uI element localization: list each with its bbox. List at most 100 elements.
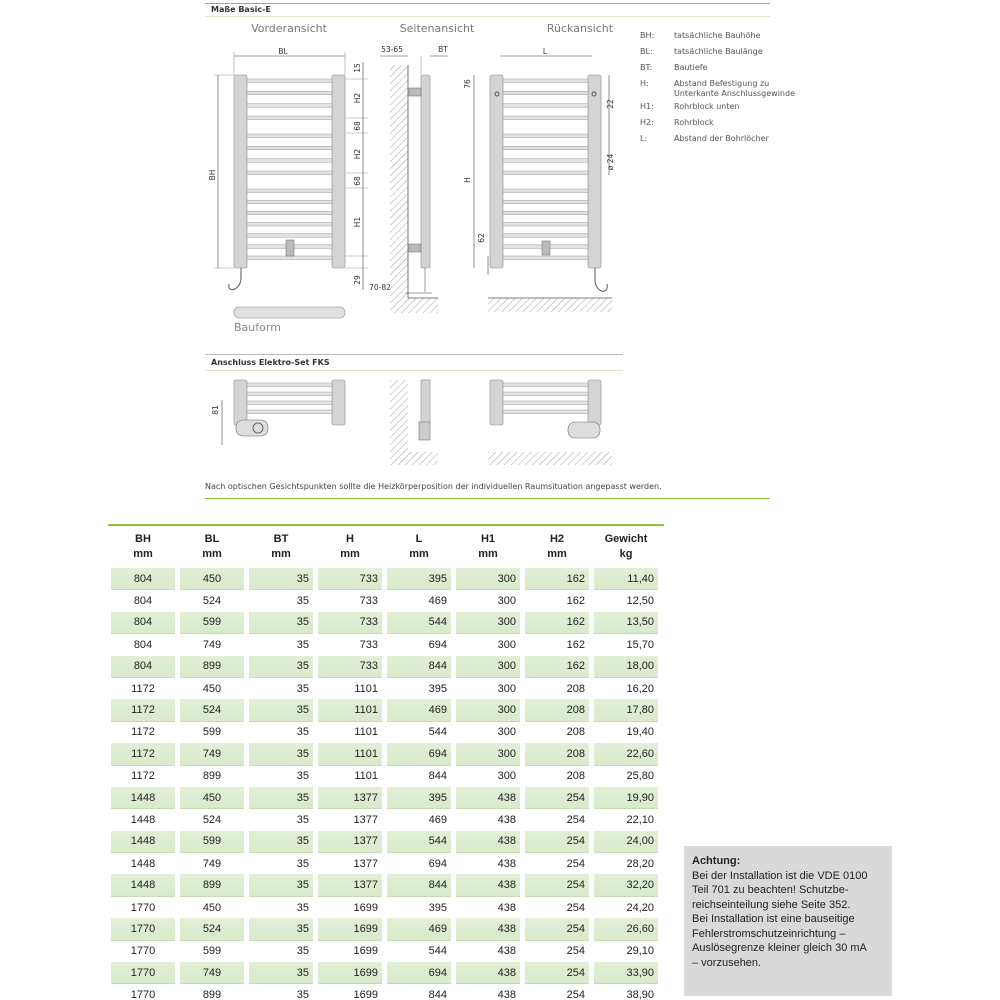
table-cell: 544 bbox=[387, 830, 451, 854]
table-cell: 300 bbox=[497, 638, 516, 651]
wall-hatch bbox=[390, 65, 408, 313]
table-cell: 254 bbox=[525, 962, 589, 985]
table-cell: 1377 bbox=[353, 813, 378, 826]
table-cell: 35 bbox=[249, 830, 313, 854]
table-cell: 694 bbox=[387, 743, 451, 766]
table-cell: 438 bbox=[456, 786, 520, 810]
table-cell: 694 bbox=[428, 857, 447, 870]
radiator-bar bbox=[502, 158, 589, 163]
table-cell: 162 bbox=[525, 568, 589, 591]
table-row: 1448 450 35 1377 395 438 254 19,90 bbox=[111, 786, 658, 810]
radiator-bar bbox=[246, 409, 333, 414]
dim-bt: BT bbox=[438, 45, 448, 54]
table-cell: 1101 bbox=[318, 743, 382, 766]
table-cell: 24,20 bbox=[626, 901, 654, 914]
legend-key: BL: bbox=[640, 47, 653, 56]
table-cell: 13,50 bbox=[594, 611, 658, 635]
note-line: Fehlerstromschutzeinrichtung – bbox=[692, 927, 846, 940]
mounting-hole-icon bbox=[494, 91, 500, 97]
dim-22: 22 bbox=[606, 99, 615, 109]
radiator-bar bbox=[246, 391, 333, 396]
table-cell: 599 bbox=[180, 611, 244, 635]
wall-hatch bbox=[390, 380, 408, 465]
table-cell: 32,20 bbox=[594, 874, 658, 897]
radiator-bar bbox=[502, 115, 589, 120]
dim-24: ø 24 bbox=[606, 154, 615, 171]
dim-h2-top: H2 bbox=[353, 93, 362, 104]
electro-set-drawings bbox=[221, 379, 612, 465]
table-cell: 899 bbox=[202, 989, 222, 1000]
table-cell: 35 bbox=[296, 945, 309, 958]
rear-view-drawing bbox=[473, 55, 612, 312]
table-cell: 1448 bbox=[111, 874, 175, 897]
table-cell: 1172 bbox=[131, 726, 155, 739]
table-cell: 438 bbox=[497, 945, 516, 958]
legend-item: BH: tatsächliche Bauhöhe bbox=[640, 28, 809, 44]
legend-item: BT: Bautiefe bbox=[640, 60, 809, 76]
view-title-front: Vorderansicht bbox=[251, 22, 328, 35]
table-cell: 749 bbox=[202, 857, 222, 870]
table-cell: 395 bbox=[428, 682, 447, 695]
table-cell: 35 bbox=[296, 726, 309, 739]
table-row: 804 524 35 733 469 300 162 12,50 bbox=[111, 590, 658, 611]
table-cell: 438 bbox=[456, 830, 520, 854]
table-cell: 544 bbox=[428, 945, 447, 958]
table-cell: 1448 bbox=[130, 813, 156, 826]
dim-68-top: 68 bbox=[353, 121, 362, 131]
divider bbox=[205, 16, 770, 17]
table-cell: 254 bbox=[525, 786, 589, 810]
table-cell: 450 bbox=[180, 568, 244, 591]
table-cell: 162 bbox=[525, 611, 589, 635]
radiator-bar bbox=[502, 409, 589, 414]
table-cell: 35 bbox=[249, 743, 313, 766]
radiator-bar bbox=[502, 382, 589, 387]
radiator-bar bbox=[246, 233, 333, 238]
radiator-bar bbox=[246, 170, 333, 175]
note-line: Auslösegrenze kleiner gleich 30 mA bbox=[692, 942, 867, 954]
dim-h2-mid: H2 bbox=[353, 149, 362, 160]
header-label: BL bbox=[204, 533, 220, 545]
radiator-bar bbox=[246, 91, 333, 96]
table-cell: 749 bbox=[202, 638, 222, 651]
table-row: 1172 450 35 1101 395 300 208 16,20 bbox=[111, 678, 658, 699]
radiator-bar bbox=[246, 400, 333, 405]
table-cell: 524 bbox=[202, 813, 222, 826]
table-cell: 804 bbox=[111, 568, 175, 591]
table-cell: 599 bbox=[202, 945, 222, 958]
side-view-drawing bbox=[380, 55, 448, 313]
note-line: Bei der Installation ist die VDE 0100 bbox=[692, 869, 868, 882]
table-row: 1770 899 35 1699 844 438 254 38,90 bbox=[111, 984, 658, 1000]
table-row: 1172 524 35 1101 469 300 208 17,80 bbox=[111, 699, 658, 722]
table-cell: 438 bbox=[497, 989, 516, 1000]
dim-bh: BH bbox=[208, 170, 217, 181]
mounting-hole-icon bbox=[591, 91, 597, 97]
table-cell: 28,20 bbox=[626, 857, 654, 870]
table-cell: 208 bbox=[525, 699, 589, 722]
table-cell: 33,90 bbox=[594, 962, 658, 985]
legend-key: H2: bbox=[640, 118, 654, 127]
table-cell: 35 bbox=[249, 655, 313, 678]
table-cell: 469 bbox=[428, 595, 447, 608]
radiator-bar bbox=[502, 146, 589, 151]
radiator-column bbox=[587, 74, 602, 269]
table-cell: 254 bbox=[525, 918, 589, 941]
table-cell: 1172 bbox=[111, 699, 175, 722]
table-cell: 35 bbox=[296, 901, 309, 914]
table-cell: 300 bbox=[497, 770, 516, 783]
legend-item: L: Abstand der Bohrlöcher bbox=[640, 131, 809, 147]
table-cell: 254 bbox=[566, 989, 585, 1000]
warning-note: Achtung: Bei der Installation ist die VD… bbox=[684, 846, 892, 996]
radiator-bar bbox=[246, 188, 333, 193]
radiator-bar bbox=[502, 255, 589, 260]
header-label: L bbox=[415, 533, 423, 545]
legend-text: Rohrblock unten bbox=[674, 102, 740, 111]
radiator-column bbox=[233, 379, 248, 426]
table-row: 804 749 35 733 694 300 162 15,70 bbox=[111, 634, 658, 655]
table-row: 804 899 35 733 844 300 162 18,00 bbox=[111, 655, 658, 678]
heating-element-icon bbox=[285, 239, 295, 257]
legend-key: L: bbox=[640, 134, 648, 143]
table-cell: 1377 bbox=[318, 874, 382, 897]
table-cell: 694 bbox=[428, 638, 447, 651]
